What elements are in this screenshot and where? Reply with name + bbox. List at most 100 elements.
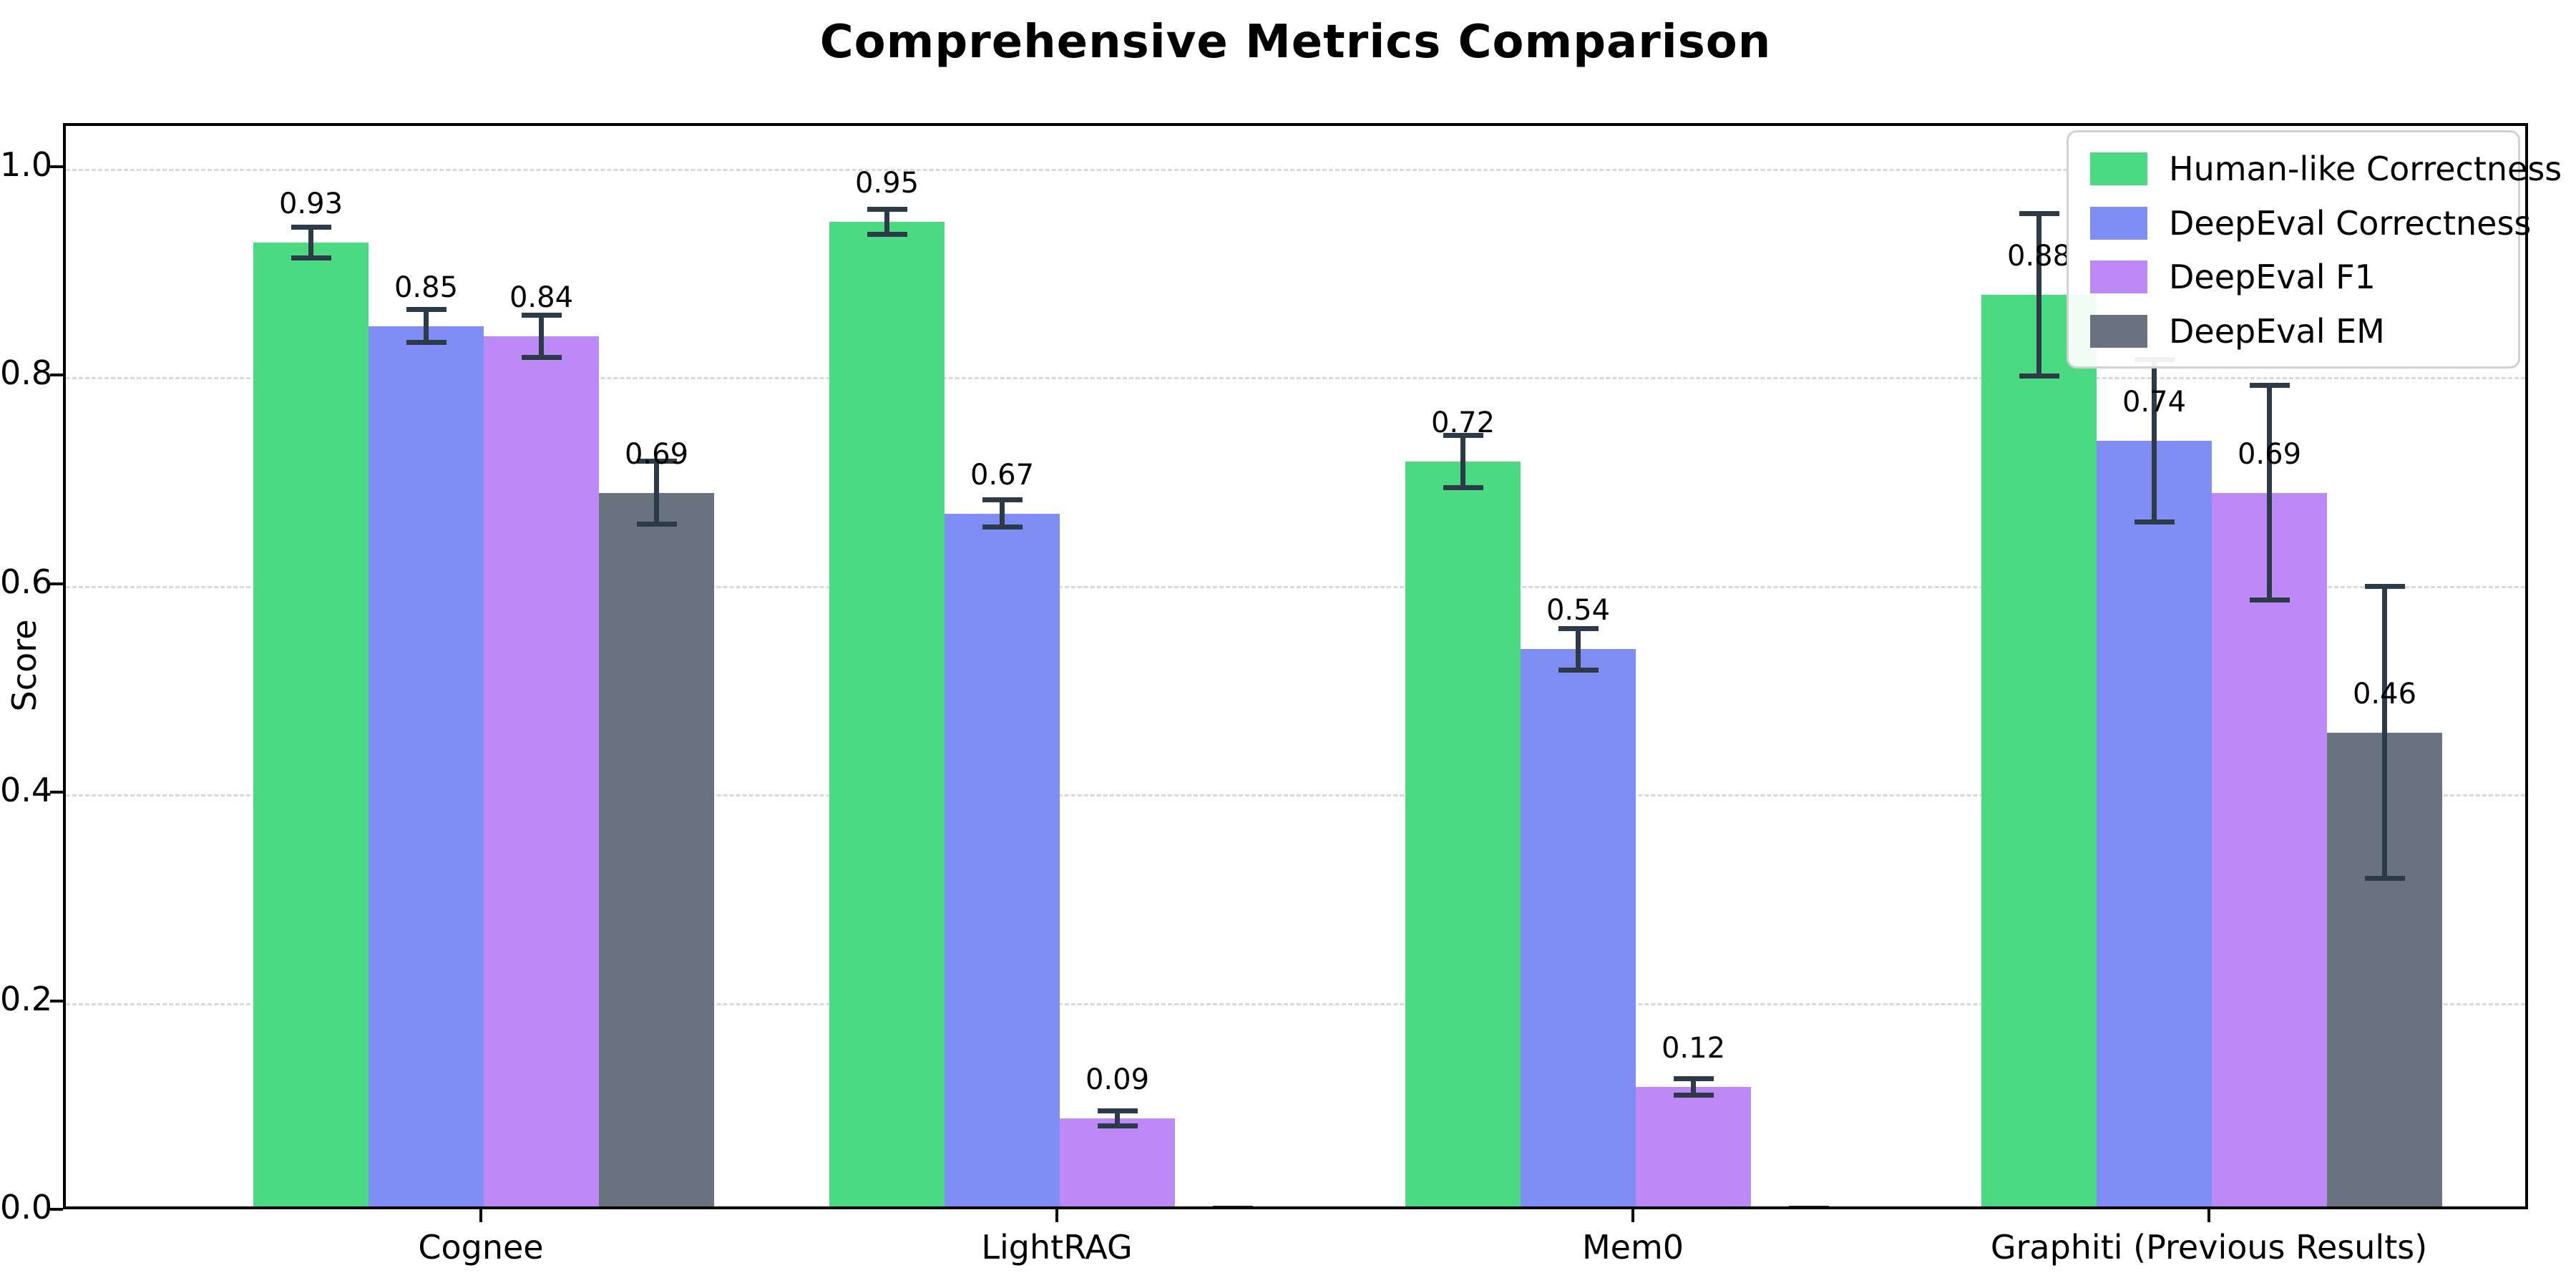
gridline — [66, 794, 2525, 797]
error-bar-cap — [867, 231, 907, 237]
bar — [1981, 294, 2097, 1206]
x-tick-label: Graphiti (Previous Results) — [1990, 1228, 2428, 1267]
bar-value-label: 0.69 — [624, 437, 689, 471]
legend-label: DeepEval Correctness — [2169, 203, 2532, 243]
bar-value-label: 0.54 — [1546, 594, 1611, 628]
error-bar-line — [1576, 628, 1581, 670]
y-tickmark — [50, 374, 63, 377]
error-bar-line — [1460, 435, 1465, 488]
error-bar-line — [424, 309, 429, 343]
error-bar-line — [1230, 1208, 1235, 1209]
legend-label: DeepEval EM — [2169, 311, 2385, 351]
error-bar-line — [1806, 1208, 1811, 1209]
error-bar-cap — [867, 206, 907, 212]
error-bar-line — [2382, 586, 2387, 879]
y-tick-label: 0.4 — [0, 771, 53, 810]
legend-swatch-icon — [2090, 260, 2147, 294]
gridline — [66, 377, 2525, 380]
legend-item: DeepEval EM — [2090, 312, 2499, 351]
error-bar-cap — [1673, 1093, 1714, 1098]
error-bar-line — [2036, 213, 2041, 376]
bar — [829, 221, 945, 1206]
error-bar-cap — [521, 354, 562, 360]
error-bar-line — [2267, 385, 2272, 600]
y-axis-label: Score — [5, 619, 44, 712]
error-bar-line — [2152, 359, 2157, 522]
bar — [1521, 649, 1636, 1206]
bar-value-label: 0.09 — [1085, 1063, 1150, 1096]
error-bar-cap — [1443, 484, 1483, 490]
error-bar-line — [654, 461, 659, 525]
error-bar-cap — [2249, 383, 2290, 389]
bar — [1636, 1087, 1751, 1206]
gridline — [66, 169, 2525, 171]
error-bar-cap — [406, 340, 447, 346]
error-bar-line — [308, 227, 313, 258]
bar — [1060, 1118, 1175, 1206]
error-bar-cap — [2364, 876, 2405, 882]
error-bar-cap — [1097, 1108, 1138, 1114]
error-bar-cap — [521, 313, 562, 318]
legend-swatch-icon — [2090, 206, 2147, 240]
x-tick-label: Mem0 — [1581, 1228, 1684, 1267]
legend-swatch-icon — [2090, 152, 2147, 185]
error-bar-cap — [1097, 1123, 1138, 1128]
bar-value-label: 0.74 — [2122, 385, 2187, 419]
bar-value-label: 0.93 — [278, 187, 343, 220]
legend-label: Human-like Correctness — [2169, 150, 2562, 188]
error-bar-line — [884, 209, 889, 235]
y-tick-label: 0.2 — [0, 979, 53, 1018]
gridline — [66, 1002, 2525, 1005]
error-bar-line — [1000, 499, 1005, 527]
legend: Human-like Correctness DeepEval Correctne… — [2067, 130, 2562, 369]
legend-label: DeepEval F1 — [2169, 258, 2376, 297]
legend-item: Human-like Correctness — [2090, 150, 2562, 188]
y-tickmark — [50, 165, 63, 168]
bar-value-label: 0.67 — [970, 458, 1035, 492]
chart-title: Comprehensive Metrics Comparison — [819, 16, 1772, 69]
error-bar-cap — [1443, 433, 1483, 439]
y-tick-label: 0.0 — [0, 1188, 53, 1226]
bar-value-label: 0.88 — [2006, 239, 2072, 273]
legend-item: DeepEval F1 — [2090, 258, 2499, 296]
error-bar-cap — [2019, 210, 2059, 216]
bar-value-label: 0.72 — [1430, 406, 1496, 439]
error-bar-line — [1691, 1078, 1696, 1096]
error-bar-cap — [982, 525, 1023, 530]
gridline — [66, 585, 2525, 588]
error-bar-cap — [982, 497, 1023, 503]
y-tick-label: 0.8 — [0, 353, 53, 393]
error-bar-cap — [2364, 584, 2405, 590]
bar-value-label: 0.46 — [2352, 677, 2417, 711]
bar — [2097, 440, 2212, 1206]
bar-value-label: 0.84 — [509, 281, 574, 315]
bar-value-label: 0.69 — [2237, 437, 2302, 471]
error-bar-cap — [1558, 667, 1599, 673]
x-tick-label: LightRAG — [981, 1228, 1133, 1267]
error-bar-cap — [2249, 597, 2290, 603]
y-tick-label: 1.0 — [0, 145, 53, 184]
y-tick-label: 0.6 — [0, 562, 53, 601]
error-bar-cap — [2134, 519, 2175, 525]
error-bar-line — [539, 315, 544, 358]
bar — [369, 326, 484, 1206]
error-bar-cap — [2019, 373, 2059, 379]
bar — [2212, 492, 2327, 1206]
x-tickmark — [479, 1209, 482, 1222]
bar — [945, 513, 1060, 1206]
error-bar-cap — [1212, 1205, 1253, 1206]
bar — [484, 336, 599, 1206]
error-bar-line — [1115, 1111, 1120, 1126]
error-bar-cap — [636, 521, 677, 527]
x-tickmark — [2207, 1209, 2210, 1222]
bar-value-label: 0.95 — [854, 166, 919, 200]
error-bar-cap — [291, 224, 331, 230]
bar-value-label: 0.85 — [394, 270, 459, 304]
legend-item: DeepEval Correctness — [2090, 204, 2531, 243]
error-bar-cap — [1558, 625, 1599, 631]
y-tickmark — [50, 1208, 63, 1211]
error-bar-cap — [1788, 1205, 1829, 1206]
y-tickmark — [50, 791, 63, 794]
error-bar-cap — [636, 459, 677, 464]
bar — [253, 242, 369, 1206]
